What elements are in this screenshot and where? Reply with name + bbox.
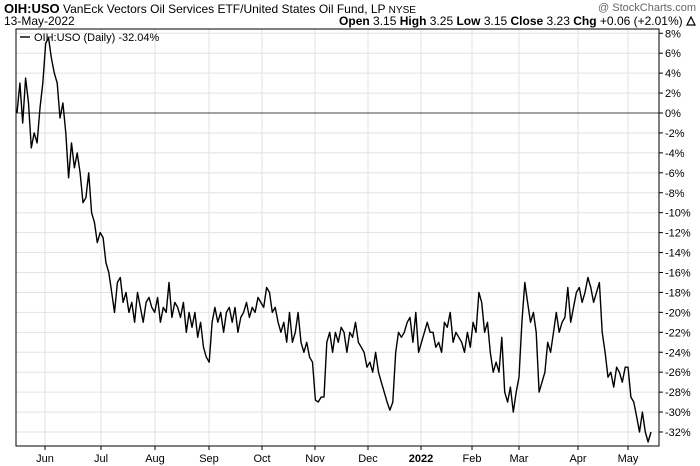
open-value: 3.15 (373, 14, 397, 28)
high-label: High (399, 14, 427, 28)
y-tick-label: 2% (665, 88, 681, 100)
x-tick-label: Jun (36, 453, 54, 465)
y-tick-label: 0% (665, 108, 681, 120)
exchange-label: NYSE (388, 5, 416, 16)
y-tick-label: -32% (665, 427, 691, 439)
x-tick-label: Mar (510, 453, 529, 465)
legend-text: OIH:USO (Daily) -32.04% (34, 32, 160, 44)
stockcharts-watermark[interactable]: @ StockCharts.com (598, 2, 696, 14)
x-tick-label: Apr (569, 453, 586, 465)
plot-frame (15, 28, 660, 447)
y-tick-label: -24% (665, 347, 691, 359)
high-value: 3.25 (429, 14, 454, 28)
y-tick-label: -28% (665, 387, 691, 399)
gridlines (16, 29, 659, 446)
y-tick-label: -4% (665, 148, 685, 160)
y-tick-label: 8% (665, 28, 681, 40)
y-tick-label: -14% (665, 248, 691, 260)
y-tick-label: -20% (665, 307, 691, 319)
y-tick-label: -10% (665, 208, 691, 220)
y-axis: 8% 6% 4% 2% 0% -2% -4% -6% -8% -10% -12% -14% -16% -1… (659, 28, 691, 439)
up-arrow-icon (686, 15, 696, 26)
chg-label: Chg (573, 14, 597, 28)
y-tick-label: -30% (665, 407, 691, 419)
series-line-oih-uso (16, 37, 652, 443)
chart-header-line1: OIH:USO VanEck Vectors Oil Services ETF/… (4, 2, 696, 17)
y-tick-label: 4% (665, 68, 681, 80)
ticker-symbol: OIH:USO (4, 1, 60, 16)
y-tick-label: -8% (665, 188, 685, 200)
security-name: VanEck Vectors Oil Services ETF/United S… (62, 2, 386, 16)
y-tick-label: -26% (665, 367, 691, 379)
x-tick-label: Dec (358, 453, 378, 465)
x-tick-label: Aug (145, 453, 165, 465)
y-tick-label: 6% (665, 48, 681, 60)
y-tick-label: -18% (665, 287, 691, 299)
chart-header-line2: 13-May-2022 Open 3.15 High 3.25 Low 3.15… (4, 15, 696, 28)
x-tick-label: Nov (305, 453, 325, 465)
series-line-group (16, 37, 652, 443)
legend: OIH:USO (Daily) -32.04% (20, 32, 160, 44)
quote-summary: Open 3.15 High 3.25 Low 3.15 Close 3.23 … (339, 15, 696, 28)
close-label: Close (510, 14, 544, 28)
y-tick-label: -2% (665, 128, 685, 140)
x-axis: Jun Jul Aug Sep Oct Nov Dec 2022 Feb Mar Apr May (36, 446, 639, 465)
open-label: Open (339, 14, 370, 28)
y-tick-label: -6% (665, 168, 685, 180)
chg-value: +0.06 (+2.01%) (599, 14, 683, 28)
chart-date: 13-May-2022 (4, 14, 75, 28)
close-value: 3.23 (546, 14, 570, 28)
x-tick-label: Feb (463, 453, 482, 465)
low-value: 3.15 (483, 14, 508, 28)
x-tick-label: 2022 (409, 453, 433, 465)
low-label: Low (456, 14, 481, 28)
y-tick-label: -12% (665, 228, 691, 240)
x-tick-label: Sep (199, 453, 219, 465)
x-tick-label: Oct (253, 453, 270, 465)
x-tick-label: Jul (94, 453, 108, 465)
x-tick-label: May (618, 453, 639, 465)
y-tick-label: -16% (665, 268, 691, 280)
y-tick-label: -22% (665, 327, 691, 339)
